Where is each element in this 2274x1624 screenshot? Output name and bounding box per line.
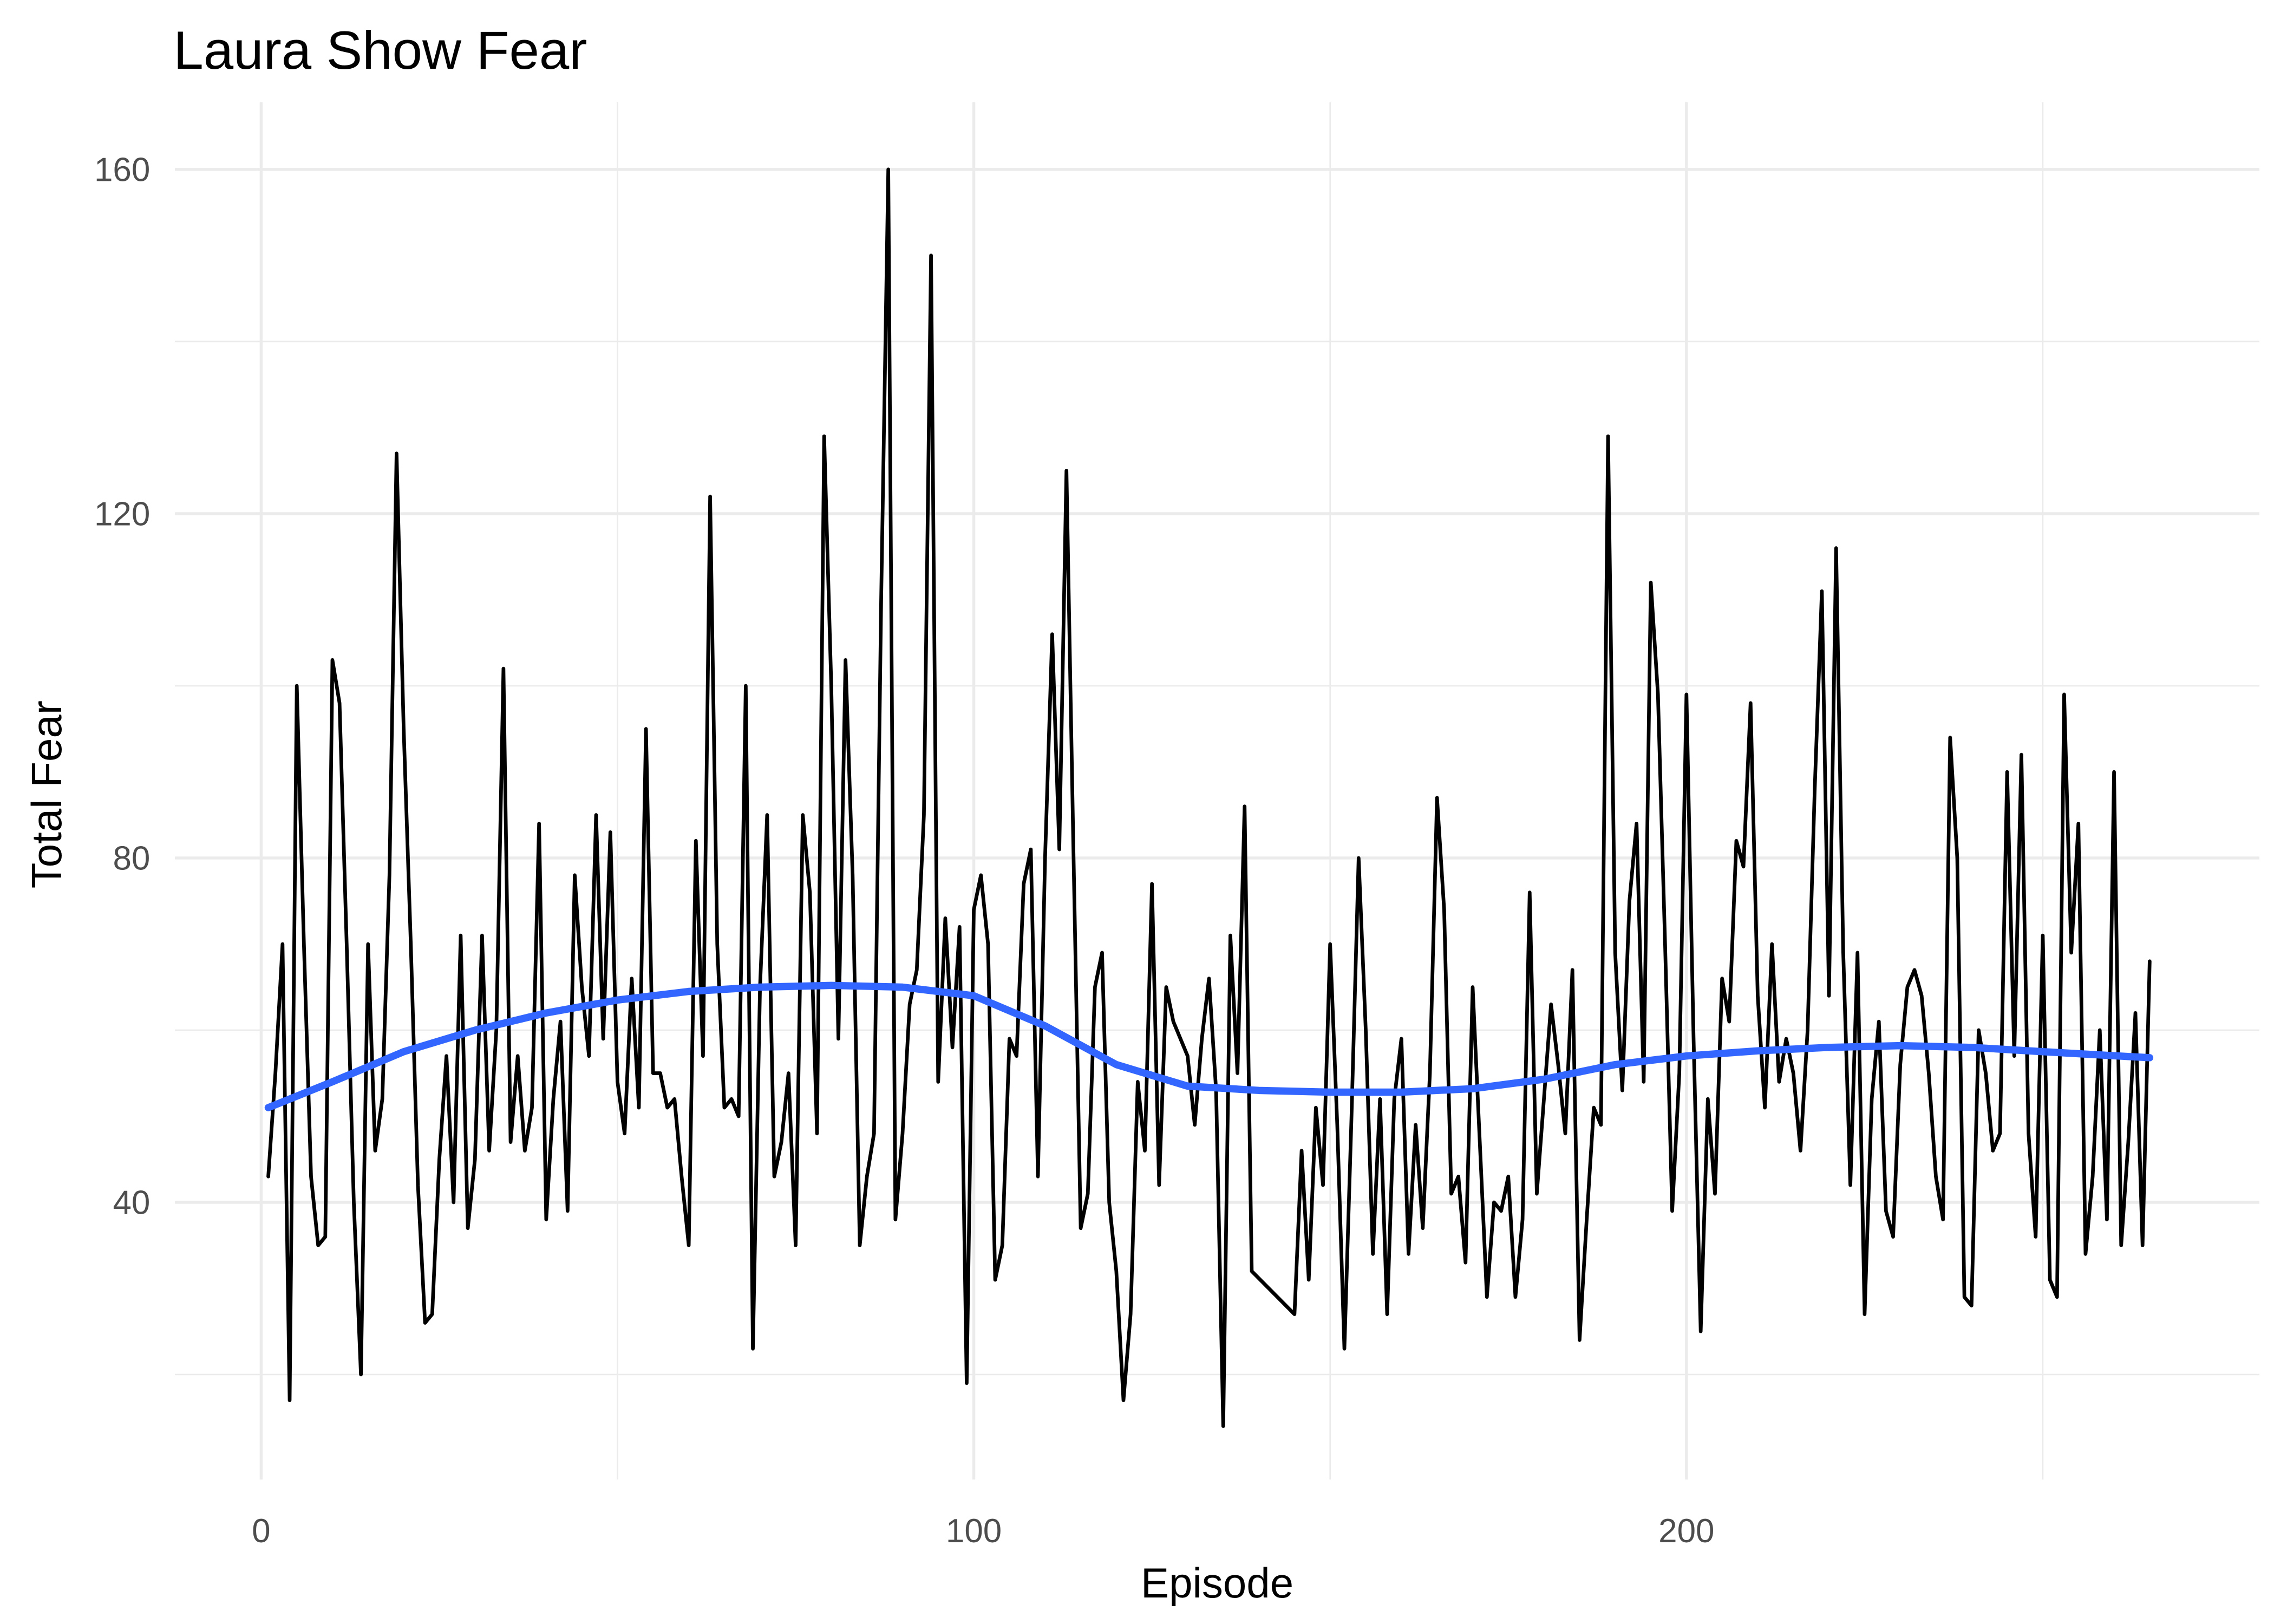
smooth-line [264, 981, 2154, 1111]
data-line [266, 167, 2152, 1428]
x-tick-label: 100 [946, 1512, 1002, 1550]
y-axis-label: Total Fear [23, 700, 70, 888]
y-tick-label: 40 [113, 1184, 150, 1222]
x-tick-label: 0 [252, 1512, 270, 1550]
y-tick-label: 160 [94, 151, 150, 188]
x-tick-label: 200 [1658, 1512, 1714, 1550]
chart-title: Laura Show Fear [173, 21, 587, 81]
y-tick-label: 80 [113, 840, 150, 878]
x-axis-label: Episode [1141, 1559, 1293, 1607]
y-tick-label: 120 [94, 495, 150, 533]
